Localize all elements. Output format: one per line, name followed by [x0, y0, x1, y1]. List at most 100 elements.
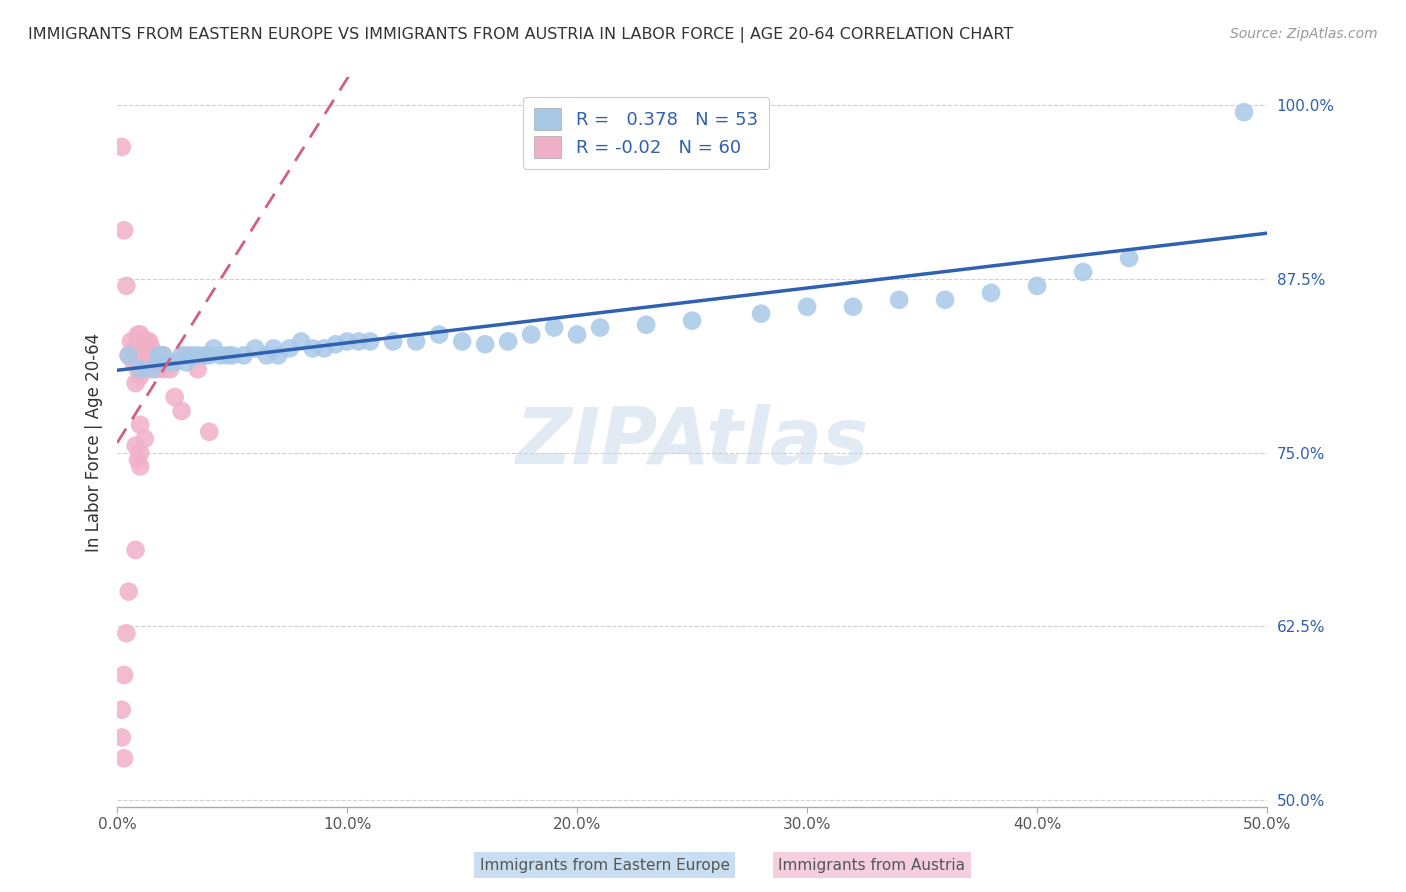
Point	[180, 348, 202, 362]
Point	[152, 348, 174, 362]
Point	[127, 355, 149, 369]
Point	[1026, 278, 1049, 293]
Y-axis label: In Labor Force | Age 20-64: In Labor Force | Age 20-64	[86, 333, 103, 552]
Point	[198, 425, 221, 439]
Point	[156, 355, 179, 369]
Point	[496, 334, 519, 349]
Point	[138, 334, 160, 349]
Point	[127, 452, 149, 467]
Point	[1071, 265, 1094, 279]
Point	[127, 334, 149, 349]
Point	[134, 355, 156, 369]
Point	[359, 334, 381, 349]
Point	[118, 584, 141, 599]
Point	[170, 404, 193, 418]
Point	[934, 293, 956, 307]
Text: Immigrants from Eastern Europe: Immigrants from Eastern Europe	[479, 858, 730, 872]
Point	[658, 153, 681, 168]
Point	[325, 337, 347, 351]
Point	[842, 300, 865, 314]
Point	[636, 318, 658, 332]
Point	[336, 334, 359, 349]
Point	[127, 362, 149, 376]
Point	[290, 334, 312, 349]
Point	[887, 293, 910, 307]
Point	[267, 348, 290, 362]
Point	[129, 445, 152, 459]
Point	[174, 355, 197, 369]
Point	[112, 223, 135, 237]
Point	[129, 369, 152, 384]
Point	[141, 355, 163, 369]
Point	[159, 362, 181, 376]
Point	[122, 355, 145, 369]
Point	[124, 376, 146, 391]
Point	[148, 355, 170, 369]
Point	[112, 751, 135, 765]
Point	[131, 362, 153, 376]
Point	[152, 348, 174, 362]
Point	[145, 362, 167, 376]
Point	[111, 703, 134, 717]
Point	[129, 342, 152, 356]
Point	[405, 334, 427, 349]
Point	[232, 348, 254, 362]
Point	[543, 320, 565, 334]
Point	[589, 320, 612, 334]
Point	[129, 348, 152, 362]
Point	[174, 348, 197, 362]
Point	[143, 355, 166, 369]
Point	[134, 432, 156, 446]
Point	[129, 362, 152, 376]
Point	[136, 355, 159, 369]
Point	[427, 327, 450, 342]
Point	[148, 348, 170, 362]
Point	[145, 348, 167, 362]
Point	[124, 439, 146, 453]
Point	[112, 668, 135, 682]
Point	[141, 348, 163, 362]
Point	[118, 348, 141, 362]
Point	[202, 342, 225, 356]
Point	[134, 342, 156, 356]
Point	[474, 337, 496, 351]
Point	[1118, 251, 1140, 265]
Point	[129, 327, 152, 342]
Point	[314, 342, 336, 356]
Point	[124, 342, 146, 356]
Point	[136, 348, 159, 362]
Point	[681, 313, 703, 327]
Point	[256, 348, 278, 362]
Point	[170, 348, 193, 362]
Point	[221, 348, 243, 362]
Point	[198, 348, 221, 362]
Point	[143, 348, 166, 362]
Point	[129, 417, 152, 432]
Point	[120, 334, 142, 349]
Point	[520, 327, 543, 342]
Point	[156, 355, 179, 369]
Point	[980, 285, 1002, 300]
Text: ZIPAtlas: ZIPAtlas	[516, 404, 869, 480]
Point	[217, 348, 239, 362]
Point	[451, 334, 474, 349]
Point	[194, 348, 217, 362]
Point	[347, 334, 370, 349]
Point	[278, 342, 301, 356]
Point	[127, 327, 149, 342]
Point	[163, 390, 186, 404]
Point	[565, 327, 588, 342]
Point	[111, 140, 134, 154]
Point	[1233, 105, 1256, 120]
Text: IMMIGRANTS FROM EASTERN EUROPE VS IMMIGRANTS FROM AUSTRIA IN LABOR FORCE | AGE 2: IMMIGRANTS FROM EASTERN EUROPE VS IMMIGR…	[28, 27, 1014, 43]
Point	[187, 348, 209, 362]
Point	[115, 626, 138, 640]
Point	[136, 334, 159, 349]
Point	[134, 348, 156, 362]
Point	[243, 342, 266, 356]
Point	[129, 334, 152, 349]
Point	[115, 278, 138, 293]
Legend: R =   0.378   N = 53, R = -0.02   N = 60: R = 0.378 N = 53, R = -0.02 N = 60	[523, 97, 769, 169]
Text: Immigrants from Austria: Immigrants from Austria	[778, 858, 966, 872]
Point	[263, 342, 285, 356]
